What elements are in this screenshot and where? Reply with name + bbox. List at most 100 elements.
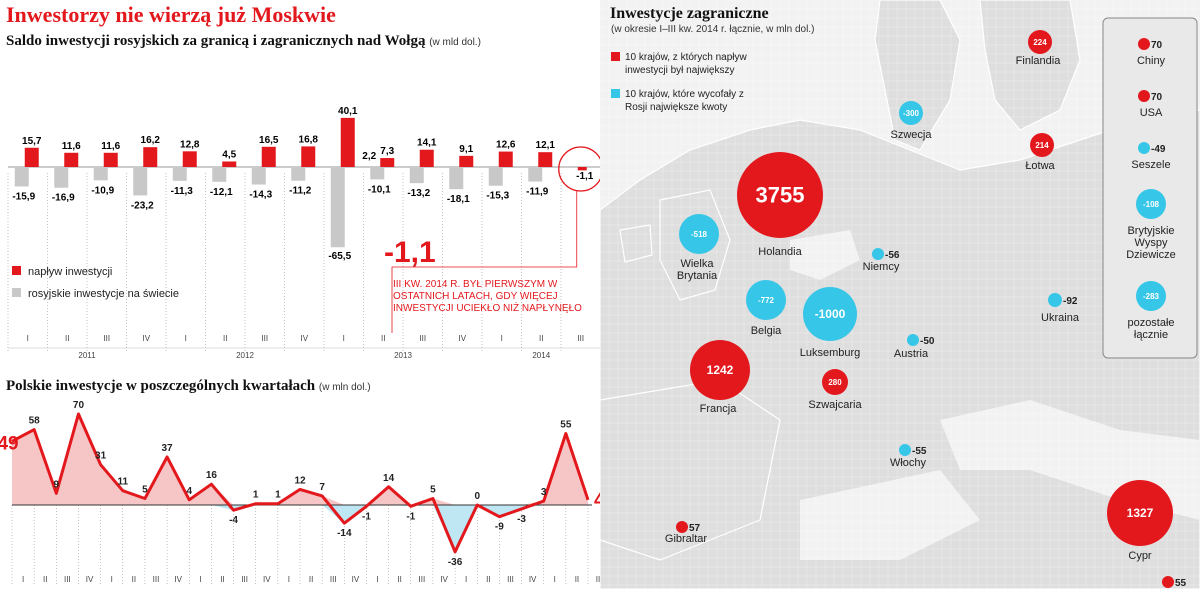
bubble-outflow: [679, 214, 719, 254]
page-title: Inwestorzy nie wierzą już Moskwie: [6, 2, 336, 27]
legend-label-inflow: napływ inwestycji: [28, 266, 112, 278]
quarter-label: III: [596, 575, 600, 584]
inset-label: Brytyjskie: [1127, 225, 1174, 237]
inset-label: USA: [1140, 107, 1163, 119]
bar-outflow-label: -10,9: [91, 185, 114, 196]
country-label: Ukraina: [1041, 312, 1080, 324]
quarter-label: IV: [458, 334, 466, 343]
legend-line: Rosji największe kwoty: [625, 102, 727, 113]
point-label: 7: [319, 482, 325, 493]
point-label: 58: [29, 416, 41, 427]
year-label: 2013: [394, 351, 412, 360]
inset-bubble-inflow: [1138, 90, 1150, 102]
quarter-label: III: [577, 334, 584, 343]
area-positive: [12, 414, 588, 505]
bar-outflow-label: -65,5: [328, 251, 351, 262]
bar-outflow-label: -10,1: [368, 184, 391, 195]
bubble-outflow: [746, 280, 786, 320]
bar-outflow-label: -13,2: [407, 188, 430, 199]
bar-inflow: [538, 152, 553, 167]
quarter-label: I: [22, 575, 24, 584]
bar-inflow-label: 12,1: [536, 140, 556, 151]
quarter-label: I: [288, 575, 290, 584]
callout-line: [391, 191, 578, 333]
point-label: -4: [229, 515, 238, 526]
bar-inflow-negative: [577, 167, 587, 171]
inset-value: -283: [1143, 292, 1160, 301]
bar-inflow: [182, 151, 197, 167]
bar-inflow-label: 12,6: [496, 140, 516, 151]
quarter-label: III: [241, 575, 248, 584]
bubble-outflow: [899, 101, 923, 125]
bar-outflow: [330, 167, 345, 248]
chart1-unit: (w mld dol.): [429, 37, 481, 48]
point-label: 11: [117, 477, 128, 488]
bubble-value: -56: [885, 250, 900, 261]
bar-inflow-label: -1,1: [576, 171, 594, 182]
country-label: Szwecja: [891, 129, 933, 141]
bubble-inflow: [1107, 480, 1173, 546]
country-label: Brytania: [677, 270, 718, 282]
point-label: -1: [406, 511, 415, 522]
quarter-label: II: [309, 575, 313, 584]
bar-outflow: [212, 167, 227, 182]
bubble-value: 224: [1033, 38, 1047, 47]
bubble-inflow: [690, 340, 750, 400]
map-title: Inwestycje zagraniczne: [610, 5, 769, 22]
bar-outflow: [291, 167, 306, 181]
bar-inflow-label: 16,8: [299, 134, 319, 145]
point-label: 3: [541, 487, 547, 498]
inset-bubble-outflow: [1136, 189, 1166, 219]
legend-swatch-outflow: [611, 89, 620, 98]
bar-inflow-label: 7,3: [380, 146, 394, 157]
bar-inflow: [340, 117, 355, 167]
chart2-svg: I II III IV I II III IV I II III IV I II III IV I II III IV…: [0, 400, 600, 586]
bar-inflow-label: 4,5: [222, 149, 236, 160]
point-label: 16: [206, 470, 218, 481]
extra-label: 2,2: [362, 151, 376, 162]
bubble-value: 214: [1035, 141, 1049, 150]
point-label: 1: [253, 490, 259, 501]
map-subtitle: (w okresie I–III kw. 2014 r. łącznie, w …: [611, 24, 815, 35]
bar-outflow-label: -18,1: [447, 194, 470, 205]
legend-swatch-inflow: [12, 266, 21, 275]
highlight-ring: [558, 146, 600, 192]
bubble-value: -92: [1063, 296, 1078, 307]
bar-inflow-label: 12,8: [180, 139, 200, 150]
country-label: Wielka: [680, 258, 714, 270]
quarter-label: III: [103, 334, 110, 343]
quarter-label: I: [554, 575, 556, 584]
bar-inflow-label: 9,1: [459, 144, 473, 155]
chart1-svg: 15,7-15,9I11,6-16,9II11,6-10,9III16,2-23…: [7, 106, 600, 360]
point-label: -36: [448, 557, 463, 568]
country-label: Szwajcaria: [808, 399, 862, 411]
quarter-label: III: [419, 334, 426, 343]
bar-outflow-label: -12,1: [210, 187, 233, 198]
quarter-label: II: [381, 334, 385, 343]
quarter-label: I: [376, 575, 378, 584]
bar-inflow-label: 11,6: [101, 141, 120, 152]
quarter-label: I: [199, 575, 201, 584]
bubble-inflow: [1028, 30, 1052, 54]
country-label: Cypr: [1128, 550, 1152, 562]
bubble-inflow: [737, 152, 823, 238]
inset-label: Wyspy: [1135, 237, 1168, 249]
bubble-value: -518: [691, 230, 708, 239]
point-label: 5: [142, 485, 148, 496]
quarter-label: II: [397, 575, 401, 584]
chart1-title: Saldo inwestycji rosyjskich za granicą i…: [6, 33, 481, 49]
quarter-label: IV: [174, 575, 182, 584]
bar-outflow-label: -14,3: [249, 190, 272, 201]
legend-label-outflow: rosyjskie inwestycje na świecie: [28, 288, 179, 300]
bubble-value: 280: [828, 378, 842, 387]
country-label: Francja: [700, 403, 738, 415]
bar-inflow: [24, 147, 39, 167]
bar-outflow: [409, 167, 424, 184]
point-label: 9: [54, 479, 60, 490]
quarter-label: II: [223, 334, 227, 343]
quarter-label: IV: [300, 334, 308, 343]
bar-outflow: [172, 167, 187, 181]
bar-inflow-label: 14,1: [417, 138, 437, 149]
bar-outflow-label: -15,3: [486, 191, 509, 202]
chart2-unit: (w mln dol.): [318, 382, 371, 393]
